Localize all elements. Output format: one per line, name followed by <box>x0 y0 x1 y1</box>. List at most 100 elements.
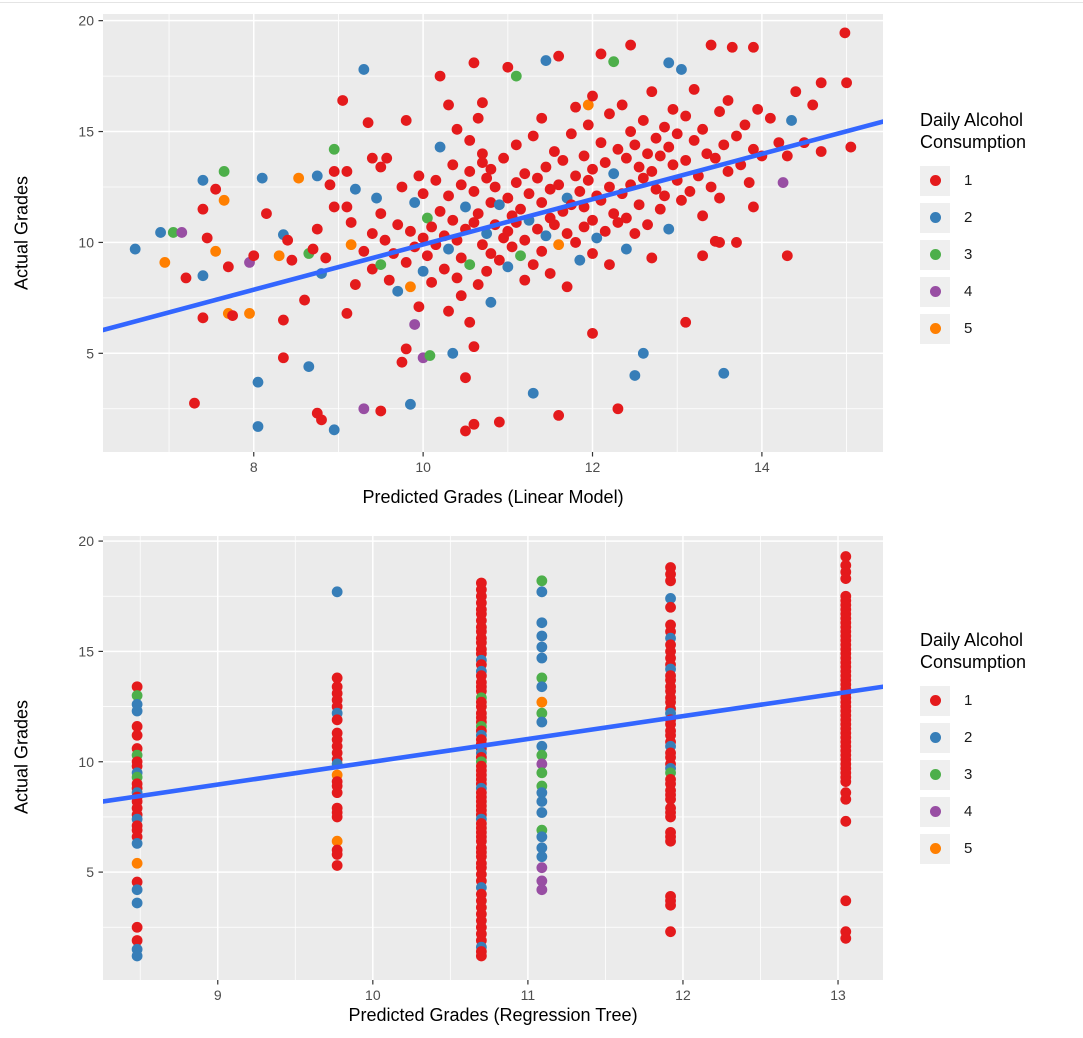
data-point <box>574 186 586 197</box>
data-point <box>616 99 628 111</box>
data-point <box>299 294 310 306</box>
data-point <box>536 767 548 779</box>
data-point <box>807 99 819 111</box>
data-point <box>642 148 653 160</box>
data-point <box>595 137 607 149</box>
data-point <box>536 740 548 752</box>
data-point <box>739 119 751 131</box>
data-point <box>400 115 412 126</box>
data-point <box>743 177 755 188</box>
data-point <box>608 168 620 180</box>
data-point <box>840 776 852 788</box>
data-point <box>502 261 514 273</box>
legend-title: Daily Alcohol Consumption <box>920 630 1027 672</box>
data-point <box>256 172 268 184</box>
data-point <box>536 672 548 684</box>
y-tick-label: 5 <box>86 345 94 361</box>
data-point <box>455 290 467 302</box>
data-point <box>443 99 454 111</box>
data-point <box>561 281 573 293</box>
data-point <box>633 161 645 173</box>
data-point <box>129 243 141 255</box>
data-point <box>197 270 209 282</box>
data-point <box>417 188 429 200</box>
data-point <box>557 154 569 166</box>
data-point <box>845 141 857 153</box>
data-point <box>565 128 577 140</box>
y-tick-label: 5 <box>86 864 94 880</box>
legend-item-3: 3 <box>920 759 1083 790</box>
scatter-plot-linear-model: 8 10 12 14 5 10 15 20 <box>78 13 883 475</box>
data-point <box>455 252 467 264</box>
data-point <box>438 263 450 275</box>
data-point <box>536 245 548 257</box>
data-point <box>752 103 764 115</box>
x-tick-label: 14 <box>754 459 770 475</box>
data-point <box>331 787 343 799</box>
data-point <box>722 166 734 177</box>
data-point <box>523 188 535 200</box>
data-point <box>527 130 539 142</box>
data-point <box>261 208 272 219</box>
data-point <box>375 161 387 173</box>
data-point <box>464 316 476 328</box>
data-point <box>527 259 539 271</box>
data-point <box>244 307 255 319</box>
data-point <box>413 170 425 182</box>
data-point <box>544 268 556 279</box>
data-point <box>748 143 759 155</box>
data-point <box>701 148 713 160</box>
y-tick-label: 20 <box>78 13 94 29</box>
data-point <box>451 123 463 135</box>
data-point <box>316 414 327 426</box>
data-point <box>447 214 459 226</box>
data-point <box>493 254 505 266</box>
data-point <box>331 586 343 598</box>
data-point <box>519 234 531 246</box>
data-point <box>358 64 370 75</box>
data-point <box>553 239 565 251</box>
data-point <box>510 70 522 82</box>
data-point <box>599 157 611 168</box>
data-point <box>697 123 709 135</box>
data-point <box>570 237 581 248</box>
data-point <box>421 212 433 224</box>
data-point <box>680 316 692 328</box>
data-point <box>481 172 493 184</box>
data-point <box>447 347 459 359</box>
data-point <box>578 221 590 233</box>
data-point <box>665 835 676 847</box>
data-point <box>561 228 573 239</box>
data-point <box>405 398 416 410</box>
data-point <box>293 172 305 184</box>
x-tick-label: 12 <box>585 459 601 475</box>
data-point <box>460 201 471 213</box>
data-point <box>307 243 319 255</box>
data-point <box>155 227 166 238</box>
data-point <box>536 851 548 863</box>
data-point <box>570 170 581 182</box>
data-point <box>409 319 421 330</box>
data-point <box>331 835 343 847</box>
legend-key-icon <box>920 239 950 270</box>
legend-item-1: 1 <box>920 685 1083 716</box>
data-point <box>472 279 484 290</box>
legend-key-icon <box>920 796 950 827</box>
data-point <box>536 696 548 708</box>
data-point <box>697 210 709 222</box>
data-point <box>366 152 378 164</box>
data-point <box>311 223 323 235</box>
data-point <box>536 586 548 598</box>
data-point <box>587 327 598 339</box>
data-point <box>131 681 143 693</box>
x-tick-label: 9 <box>214 987 222 1003</box>
data-point <box>637 347 649 359</box>
data-point <box>549 146 560 157</box>
data-point <box>705 181 717 193</box>
data-point <box>464 166 476 177</box>
data-point <box>665 793 676 805</box>
data-point <box>722 95 734 106</box>
data-point <box>460 425 471 437</box>
data-point <box>536 831 548 843</box>
data-point <box>331 849 343 860</box>
